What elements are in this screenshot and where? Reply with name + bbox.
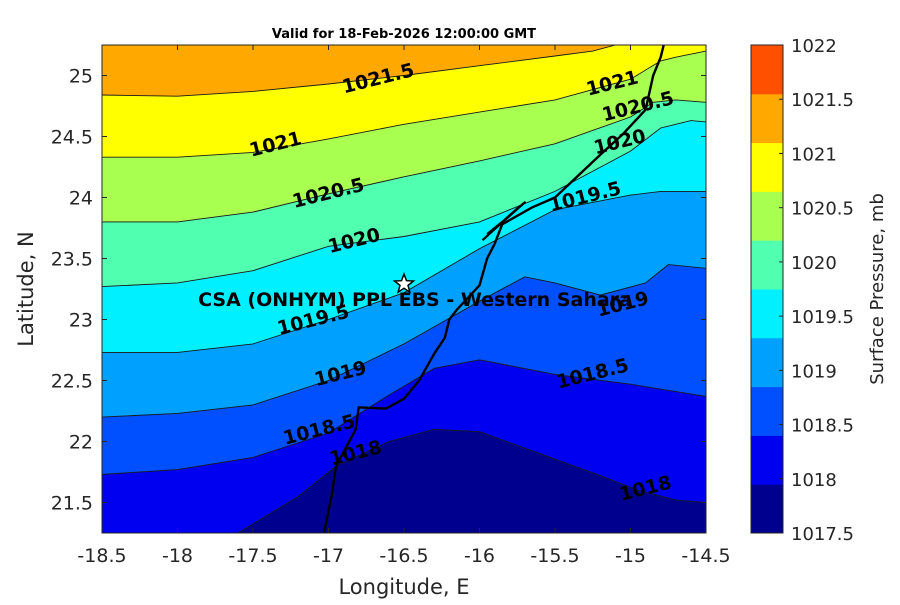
x-axis-label: Longitude, E: [338, 575, 469, 599]
colorbar-swatch: [751, 337, 783, 388]
pressure-band: [102, 359, 706, 533]
colorbar-swatch: [751, 191, 783, 241]
site-star-marker[interactable]: [392, 271, 416, 294]
x-tick-label: -15.5: [530, 545, 579, 567]
colorbar-tick-label: 1018: [791, 470, 837, 491]
colorbar-swatch: [751, 240, 783, 290]
pressure-band: [102, 51, 706, 222]
colorbar-tick-label: 1020.5: [791, 199, 854, 220]
coastline-path: [322, 45, 665, 533]
site-label: CSA (ONHYM) PPL EBS - Western Sahara: [198, 289, 632, 311]
x-tick-label: -17: [313, 545, 344, 567]
y-axis-label: Latitude, N: [14, 231, 38, 347]
colorbar-swatch: [751, 45, 783, 95]
colorbar-frame: [750, 44, 784, 534]
y-tick-label: 22.5: [51, 371, 93, 393]
pressure-band: [102, 45, 706, 97]
pressure-band: [102, 429, 706, 533]
colorbar-tick-label: 1020: [791, 253, 837, 274]
contour-line: [102, 99, 706, 223]
contour-line: [102, 190, 706, 353]
colorbar-tick-label: 1021: [791, 144, 837, 165]
contour-line: [102, 120, 706, 288]
y-tick-label: 24: [69, 188, 93, 210]
colorbar-swatch: [751, 484, 783, 534]
y-tick-label: 22: [69, 432, 93, 454]
x-tick-label: -15: [615, 545, 646, 567]
colorbar: 1017.5 1018 1018.5 1019 1019.5 1020 1020.5 1021…: [750, 36, 854, 545]
chart-title: Valid for 18-Feb-2026 12:00:00 GMT: [272, 27, 536, 42]
contour-line: [102, 359, 706, 475]
colorbar-swatch: [751, 142, 783, 192]
colorbar-swatch: [751, 386, 783, 436]
y-tick-label: 25: [69, 66, 93, 88]
pressure-band: [102, 264, 706, 475]
colorbar-tick-label: 1022: [791, 36, 837, 57]
contour-line: [102, 264, 706, 418]
pressure-band: [102, 191, 706, 418]
pressure-bands: [102, 45, 706, 533]
colorbar-tick-label: 1021.5: [791, 90, 854, 111]
pressure-band: [102, 45, 706, 158]
colorbar-tick-label: 1017.5: [791, 524, 854, 545]
colorbar-swatch: [751, 93, 783, 144]
y-tick-label: 23: [69, 310, 93, 332]
contour-lines: [102, 45, 706, 533]
contour-line: [237, 428, 706, 533]
pressure-band: [102, 99, 706, 287]
colorbar-swatch: [751, 435, 783, 485]
x-tick-label: -17.5: [228, 545, 277, 567]
colorbar-tick-label: 1019: [791, 361, 837, 382]
y-axis: 21.5 22 22.5 23 23.5 24 24.5 25: [51, 66, 706, 515]
y-tick-label: 21.5: [51, 493, 93, 515]
peninsula-path: [481, 201, 526, 242]
colorbar-tick-label: 1018.5: [791, 416, 854, 437]
y-tick-label: 23.5: [51, 249, 93, 271]
x-axis: -18.5 -18 -17.5 -17 -16.5 -16 -15.5 -15 -14.5: [77, 45, 731, 567]
contour-line: [102, 50, 706, 158]
colorbar-swatch: [751, 289, 783, 339]
y-tick-label: 24.5: [51, 127, 93, 149]
coastline: [322, 45, 665, 533]
x-tick-label: -16.5: [379, 545, 428, 567]
contour-line: [102, 45, 616, 97]
colorbar-tick-label: 1019.5: [791, 307, 854, 328]
x-tick-label: -18: [162, 545, 193, 567]
x-tick-label: -18.5: [77, 545, 126, 567]
x-tick-label: -16: [464, 545, 495, 567]
colorbar-label: Surface Pressure, mb: [867, 193, 888, 385]
x-tick-label: -14.5: [681, 545, 730, 567]
